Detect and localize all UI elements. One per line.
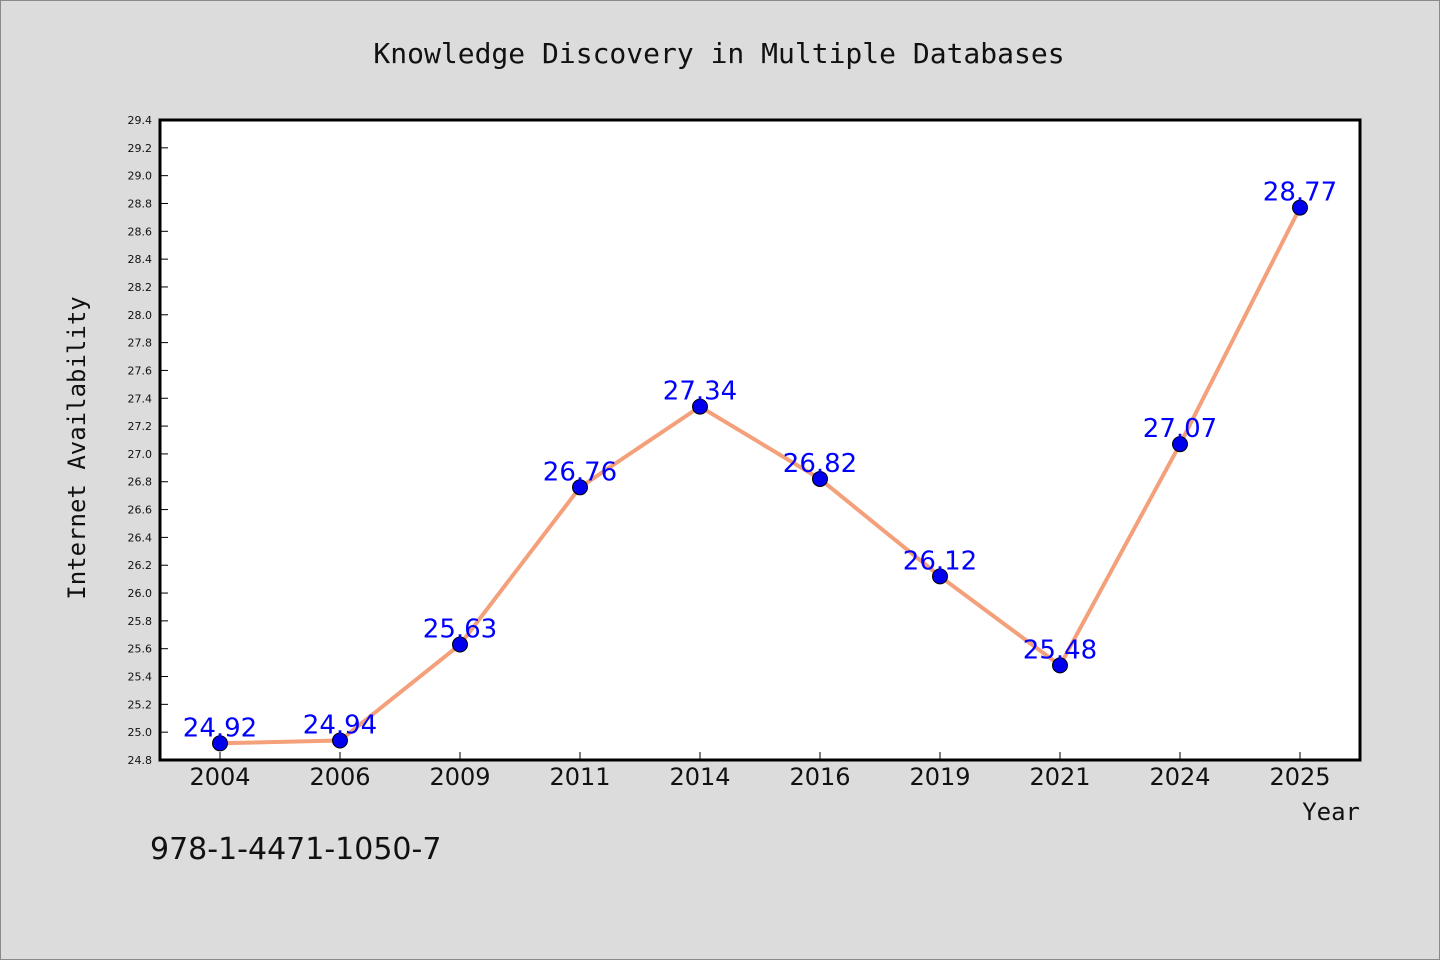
series-line [219, 206, 1302, 746]
y-tick-label: 27.0 [128, 448, 153, 461]
series-line-group [219, 206, 1302, 746]
y-tick-label: 25.4 [128, 671, 153, 684]
x-axis-title: Year [1302, 798, 1360, 826]
y-tick-label: 29.4 [128, 114, 153, 127]
y-tick-label: 29.0 [128, 170, 153, 183]
x-tick-label: 2025 [1269, 763, 1330, 791]
data-point-marker [932, 568, 948, 585]
data-label: 28.77 [1263, 178, 1337, 208]
data-label: 24.92 [183, 713, 257, 743]
data-point-marker [212, 735, 228, 752]
footer-code: 978-1-4471-1050-7 [150, 832, 442, 867]
y-tick-label: 27.2 [128, 420, 153, 433]
y-tick-label: 26.2 [128, 559, 153, 572]
y-tick-label: 25.6 [128, 643, 153, 656]
y-tick-label: 26.4 [128, 531, 153, 544]
y-tick-label: 26.6 [128, 504, 153, 517]
y-tick-label: 24.8 [128, 754, 153, 767]
y-tick-label: 28.0 [128, 309, 153, 322]
data-point-marker [332, 732, 348, 749]
data-label: 26.76 [543, 457, 617, 487]
data-label-group: 24.92 24.94 25.63 26.76 27.34 26.82 26.12 25.48… [183, 178, 1337, 744]
y-tick-label: 27.4 [128, 392, 153, 405]
x-tick-label: 2011 [549, 763, 610, 791]
data-label: 26.12 [903, 546, 977, 576]
data-point-marker [452, 636, 468, 653]
y-tick-label: 26.0 [128, 587, 153, 600]
data-point-marker [812, 470, 828, 487]
data-label: 26.82 [783, 449, 857, 479]
y-tick-label: 26.8 [128, 476, 153, 489]
x-tick-label: 2006 [309, 763, 370, 791]
plot-area [158, 118, 1362, 762]
data-label: 27.07 [1143, 414, 1217, 444]
x-tick-label: 2004 [189, 763, 250, 791]
y-tick-label: 27.6 [128, 364, 153, 377]
y-tick-label: 25.2 [128, 698, 153, 711]
x-tick-label: 2009 [429, 763, 490, 791]
y-tick-label: 28.8 [128, 197, 153, 210]
data-point-marker [572, 479, 588, 496]
x-tick-label: 2021 [1029, 763, 1090, 791]
y-tick-label: 28.6 [128, 225, 153, 238]
data-point-marker [1052, 657, 1068, 674]
y-tick-label: 28.4 [128, 253, 153, 266]
chart-title: Knowledge Discovery in Multiple Database… [373, 37, 1064, 70]
x-tick-label: 2016 [789, 763, 850, 791]
y-tick-label: 25.8 [128, 615, 153, 628]
data-point-marker [1172, 436, 1188, 453]
y-axis-title: Internet Availability [63, 296, 91, 599]
data-label: 25.63 [423, 615, 497, 645]
data-point-marker [692, 398, 708, 415]
y-axis-ticks: 24.8 25.0 25.2 25.4 25.6 25.8 26.0 26.2 26.4 26.6… [128, 114, 168, 767]
data-label: 27.34 [663, 377, 737, 407]
data-label: 24.94 [303, 711, 377, 741]
marker-group [212, 199, 1308, 752]
x-axis-ticks: 2004 2006 2009 2011 2014 2016 2019 2021 2024 2025 [189, 752, 1331, 791]
data-point-marker [1292, 199, 1308, 216]
x-tick-label: 2014 [669, 763, 730, 791]
y-tick-label: 29.2 [128, 142, 153, 155]
data-label: 25.48 [1023, 635, 1097, 665]
y-tick-label: 25.0 [128, 726, 153, 739]
x-tick-label: 2019 [909, 763, 970, 791]
y-tick-label: 28.2 [128, 281, 153, 294]
x-tick-label: 2024 [1149, 763, 1210, 791]
y-tick-label: 27.8 [128, 337, 153, 350]
